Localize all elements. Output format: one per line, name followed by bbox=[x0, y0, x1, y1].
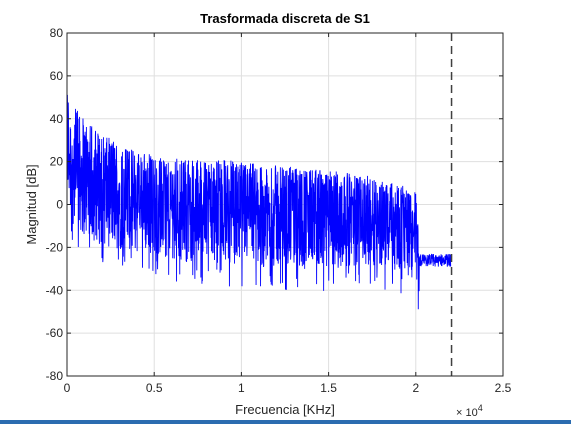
y-axis: -80 -60 -40 -20 0 20 40 60 80 bbox=[46, 26, 503, 383]
series-line bbox=[67, 94, 452, 310]
x-tick-label: 0.5 bbox=[146, 381, 163, 395]
chart-title: Trasformada discreta de S1 bbox=[200, 11, 370, 26]
x-tick-label: 2 bbox=[412, 381, 419, 395]
y-tick-label: 80 bbox=[50, 26, 64, 40]
series-group bbox=[67, 94, 452, 310]
x-axis-label: Frecuencia [KHz] bbox=[235, 402, 335, 417]
x-tick-label: 1 bbox=[238, 381, 245, 395]
y-tick-label: -80 bbox=[46, 369, 64, 383]
y-tick-label: 40 bbox=[50, 112, 64, 126]
y-axis-label: Magnitud [dB] bbox=[24, 164, 39, 244]
x-tick-label: 1.5 bbox=[320, 381, 337, 395]
x-exponent-power: 4 bbox=[478, 403, 483, 413]
y-tick-label: 0 bbox=[56, 198, 63, 212]
y-tick-label: -60 bbox=[46, 326, 64, 340]
x-exponent-base: × 10 bbox=[456, 407, 478, 419]
y-tick-label: 60 bbox=[50, 69, 64, 83]
x-exponent-label: × 104 bbox=[456, 403, 483, 419]
y-tick-label: 20 bbox=[50, 155, 64, 169]
x-tick-label: 2.5 bbox=[495, 381, 512, 395]
bottom-accent-bar bbox=[0, 420, 571, 424]
y-tick-label: -20 bbox=[46, 240, 64, 254]
x-tick-label: 0 bbox=[64, 381, 71, 395]
x-axis: 0 0.5 1 1.5 2 2.5 bbox=[64, 33, 512, 395]
y-tick-label: -40 bbox=[46, 283, 64, 297]
